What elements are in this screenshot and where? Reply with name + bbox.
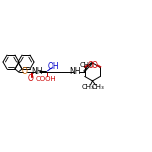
Polygon shape — [40, 71, 47, 73]
Text: NH: NH — [69, 67, 80, 76]
Text: CH₃: CH₃ — [80, 62, 93, 68]
Text: CH₃: CH₃ — [82, 84, 95, 90]
Text: CH₃: CH₃ — [91, 84, 104, 90]
Text: O: O — [87, 61, 93, 70]
Text: OH: OH — [48, 62, 59, 71]
Text: O: O — [92, 61, 98, 70]
Text: COOH: COOH — [36, 76, 57, 82]
Text: O: O — [28, 74, 33, 83]
Text: O: O — [22, 67, 28, 76]
Text: NH: NH — [31, 67, 42, 76]
